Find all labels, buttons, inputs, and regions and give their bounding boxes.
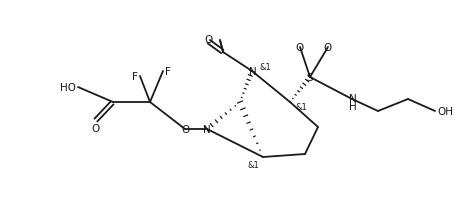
Text: &1: &1 <box>247 160 259 169</box>
Text: O: O <box>91 123 99 133</box>
Text: O: O <box>204 35 212 45</box>
Text: &1: &1 <box>260 63 272 72</box>
Text: O: O <box>181 124 189 134</box>
Text: &1: &1 <box>295 102 307 112</box>
Text: N: N <box>249 67 257 77</box>
Text: N: N <box>203 124 211 134</box>
Text: HO: HO <box>60 83 76 93</box>
Text: OH: OH <box>437 106 453 116</box>
Text: H: H <box>349 101 357 112</box>
Text: F: F <box>132 72 138 82</box>
Text: N: N <box>349 94 357 103</box>
Text: F: F <box>165 67 171 77</box>
Text: O: O <box>296 43 304 53</box>
Text: S: S <box>307 73 313 83</box>
Text: O: O <box>324 43 332 53</box>
